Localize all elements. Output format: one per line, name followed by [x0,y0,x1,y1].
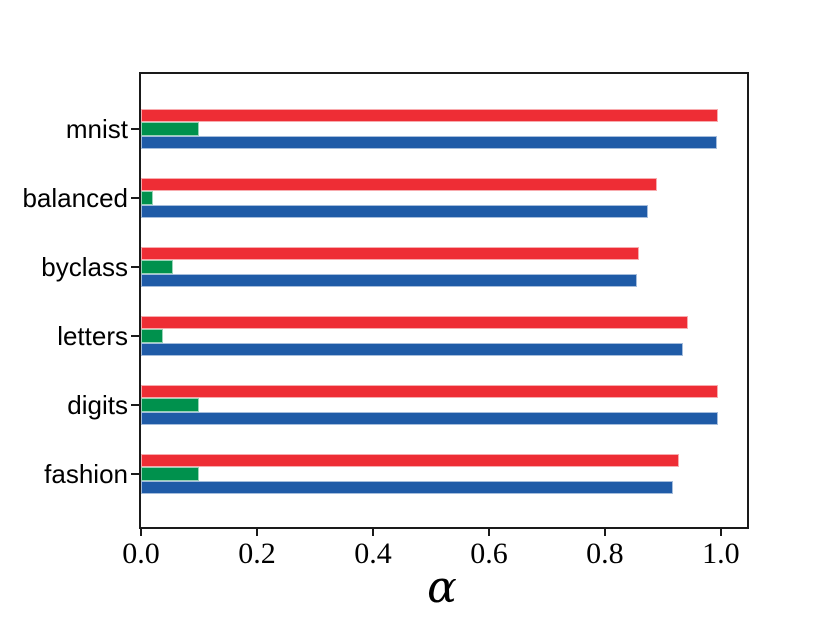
bar-red-byclass [141,246,640,261]
y-tick-fashion [131,473,139,475]
y-tick-balanced [131,197,139,199]
bar-blue-digits [141,411,718,426]
bar-red-digits [141,384,718,399]
bar-green-digits [141,398,199,412]
x-tick-label-0.2: 0.2 [238,537,276,570]
bar-red-fashion [141,453,680,468]
y-tick-letters [131,335,139,337]
x-axis-label: α [427,562,457,613]
bar-red-letters [141,315,689,330]
category-label-fashion: fashion [44,459,128,489]
category-label-letters: letters [57,321,128,351]
bar-red-mnist [141,108,718,123]
x-tick-label-1.0: 1.0 [702,537,740,570]
bar-blue-balanced [141,204,649,219]
bar-green-balanced [141,191,154,205]
plot-area: mnist balanced byclass letters digits fashion… [22,72,749,570]
category-label-balanced: balanced [22,183,128,213]
x-tick-label-0.0: 0.0 [122,537,160,570]
y-tick-mnist [131,128,139,130]
x-tick-0.4 [371,529,374,536]
category-label-mnist: mnist [65,114,128,144]
x-tick-0.2 [255,529,258,536]
x-tick-0.0 [140,529,142,536]
bar-green-mnist [141,122,199,136]
category-label-byclass: byclass [41,252,128,282]
x-tick-0.8 [603,529,606,536]
bar-green-byclass [141,260,173,274]
y-tick-byclass [131,266,139,268]
x-tick-label-0.4: 0.4 [354,537,392,570]
x-tick-0.6 [487,529,490,536]
bar-green-fashion [141,467,199,481]
bar-red-balanced [141,177,657,192]
bar-blue-fashion [141,480,674,495]
bar-blue-byclass [141,273,637,288]
category-label-digits: digits [67,390,128,420]
bar-blue-mnist [141,135,717,150]
y-tick-digits [131,404,139,406]
x-tick-label-0.8: 0.8 [586,537,624,570]
bar-blue-letters [141,342,684,357]
x-tick-label-0.6: 0.6 [470,537,508,570]
x-tick-1.0 [719,529,722,536]
bar-green-letters [141,329,163,343]
